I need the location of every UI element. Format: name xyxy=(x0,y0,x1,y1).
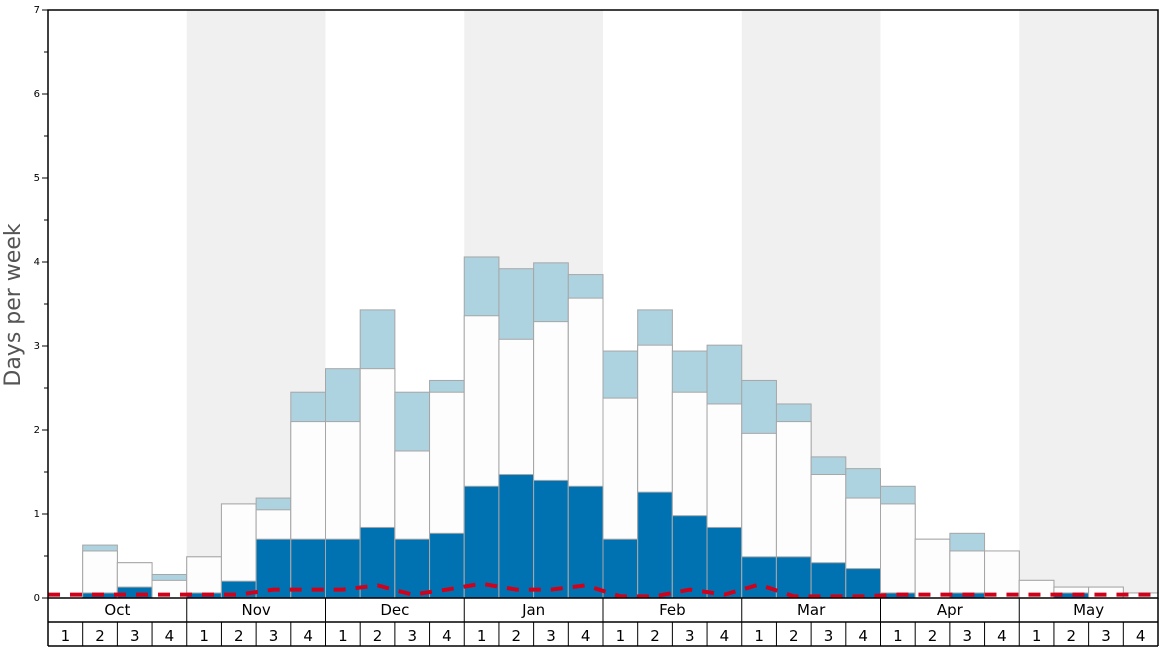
bar-dark xyxy=(533,479,569,599)
bar-dark xyxy=(498,474,535,599)
bar-white xyxy=(186,556,222,599)
bar-dark xyxy=(602,538,639,599)
week-label: 3 xyxy=(1101,627,1111,645)
bar-dark xyxy=(567,485,604,599)
bar-dark xyxy=(775,556,812,599)
week-label: 3 xyxy=(824,627,834,645)
y-tick-label: 2 xyxy=(34,425,40,436)
month-label-nov: Nov xyxy=(241,601,270,619)
week-label: 3 xyxy=(962,627,972,645)
dashed-line xyxy=(48,581,1158,599)
bar-white xyxy=(914,538,951,599)
month-label-may: May xyxy=(1073,601,1104,619)
bar-dark xyxy=(706,526,743,599)
week-label: 4 xyxy=(165,627,175,645)
month-label-apr: Apr xyxy=(937,601,964,619)
week-label: 1 xyxy=(199,627,209,645)
bar-dark xyxy=(741,556,777,599)
week-label: 1 xyxy=(477,627,487,645)
week-label: 1 xyxy=(1032,627,1042,645)
month-label-oct: Oct xyxy=(104,601,130,619)
month-label-dec: Dec xyxy=(380,601,409,619)
y-axis-label: Days per week xyxy=(1,223,26,386)
bar-white xyxy=(949,550,986,599)
week-label: 1 xyxy=(893,627,903,645)
month-label-feb: Feb xyxy=(659,601,686,619)
week-label: 4 xyxy=(442,627,452,645)
bar-white xyxy=(984,550,1020,599)
week-label: 4 xyxy=(1136,627,1146,645)
week-label: 1 xyxy=(754,627,764,645)
week-label: 2 xyxy=(234,627,244,645)
week-label: 2 xyxy=(928,627,938,645)
y-tick-label: 7 xyxy=(34,5,40,16)
bar-dark xyxy=(463,485,500,599)
month-label-mar: Mar xyxy=(797,601,826,619)
bar-dark xyxy=(637,491,673,599)
week-label: 4 xyxy=(997,627,1007,645)
bar-dark xyxy=(394,538,431,599)
bar-white xyxy=(880,503,916,599)
week-label: 4 xyxy=(720,627,730,645)
y-tick-label: 5 xyxy=(34,173,40,184)
bar-white xyxy=(82,550,118,599)
dashed-series xyxy=(48,581,1158,599)
week-label: 2 xyxy=(95,627,105,645)
y-tick-label: 1 xyxy=(34,509,40,520)
week-label: 4 xyxy=(858,627,868,645)
bar-dark xyxy=(810,562,847,599)
month-band-may xyxy=(1019,10,1158,598)
week-label: 1 xyxy=(61,627,71,645)
week-label: 3 xyxy=(269,627,279,645)
week-label: 3 xyxy=(546,627,556,645)
y-tick-label: 3 xyxy=(34,341,40,352)
bar-dark xyxy=(845,568,881,599)
week-label: 3 xyxy=(685,627,695,645)
bar-dark xyxy=(671,515,708,599)
week-label: 2 xyxy=(373,627,383,645)
week-label: 2 xyxy=(512,627,522,645)
week-label: 2 xyxy=(1067,627,1077,645)
month-label-jan: Jan xyxy=(521,601,545,619)
y-tick-label: 6 xyxy=(34,89,40,100)
week-label: 3 xyxy=(130,627,140,645)
week-label: 1 xyxy=(338,627,348,645)
week-label: 2 xyxy=(650,627,660,645)
y-tick-label: 4 xyxy=(34,257,40,268)
week-label: 2 xyxy=(789,627,799,645)
axes: 0 1 2 3 4 5 6 7 Oct 1 2 3 4 Nov 1 2 3 4 Dec 1 2 3 4 Jan 1 2 3 4 Feb 1… xyxy=(34,5,1159,647)
week-label: 4 xyxy=(581,627,591,645)
week-label: 1 xyxy=(616,627,626,645)
y-tick-label: 0 xyxy=(34,593,40,604)
week-label: 3 xyxy=(407,627,417,645)
week-label: 4 xyxy=(303,627,313,645)
bars xyxy=(82,256,1159,599)
